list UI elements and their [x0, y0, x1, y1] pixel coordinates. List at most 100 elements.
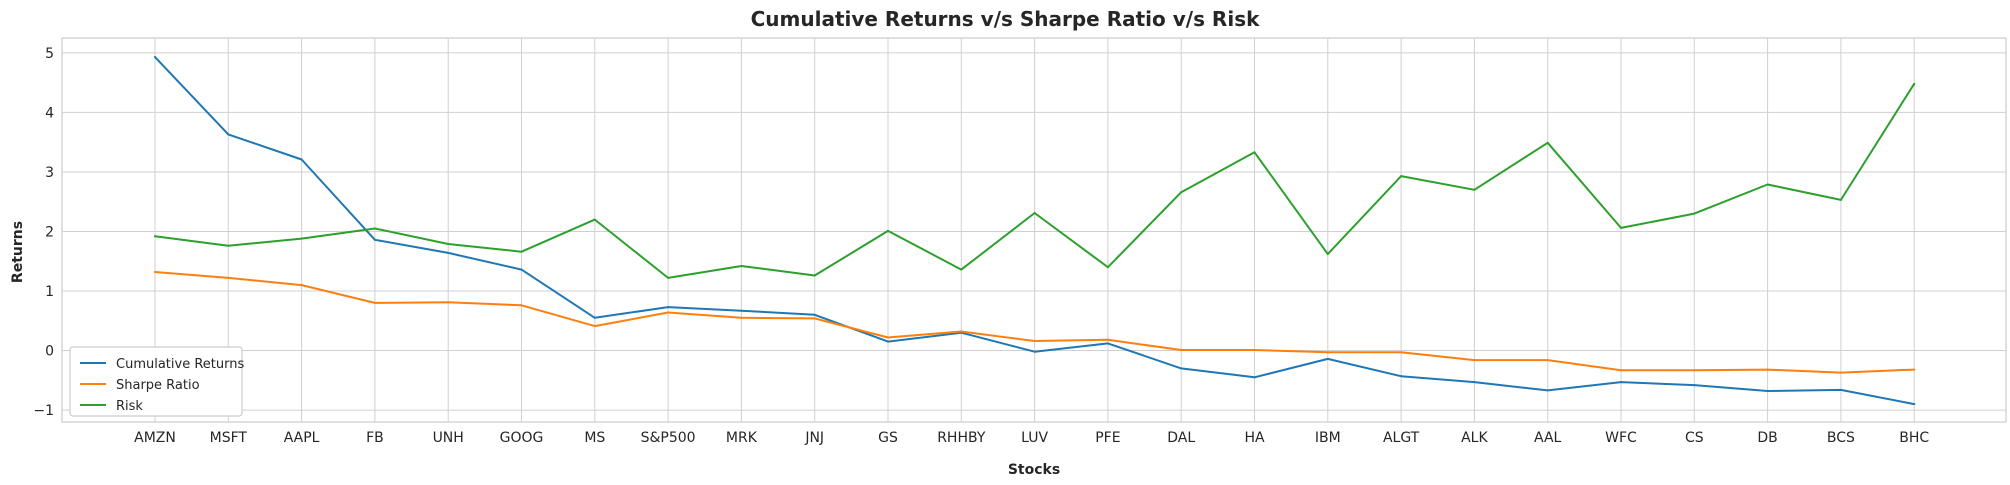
data-point: [1693, 212, 1696, 215]
x-axis-label: Stocks: [1008, 462, 1060, 478]
data-point: [1180, 348, 1183, 351]
data-point: [447, 301, 450, 304]
x-tick-label: JNJ: [804, 430, 824, 446]
data-point: [1546, 359, 1549, 362]
data-point: [1033, 212, 1036, 215]
x-tick-label: MRK: [726, 430, 758, 446]
data-point: [227, 276, 230, 279]
data-point: [1033, 350, 1036, 353]
data-point: [1473, 188, 1476, 191]
y-tick-label: 2: [45, 224, 54, 240]
legend-item: Cumulative Returns: [80, 357, 244, 372]
x-tick-label: AAL: [1534, 430, 1562, 446]
data-point: [520, 250, 523, 253]
data-point: [227, 133, 230, 136]
data-point: [960, 330, 963, 333]
x-tick-label: GOOG: [500, 430, 544, 446]
data-point: [667, 276, 670, 279]
data-point: [1620, 226, 1622, 229]
y-tick-label: 5: [45, 46, 54, 62]
data-point: [1253, 348, 1256, 351]
data-point: [1766, 183, 1769, 186]
data-point: [1033, 340, 1036, 343]
y-tick-labels: −1 0 1 2 3 4 5: [33, 46, 54, 419]
data-point: [1766, 390, 1769, 393]
data-point: [520, 304, 523, 307]
grid: [62, 38, 2006, 422]
data-point: [887, 336, 889, 339]
data-point: [1620, 381, 1622, 384]
data-point: [740, 316, 743, 319]
data-point: [447, 251, 450, 254]
legend-item: Sharpe Ratio: [80, 378, 200, 393]
data-point: [1400, 351, 1403, 354]
data-point: [1106, 338, 1109, 341]
legend: Cumulative Returns Sharpe Ratio Risk: [69, 346, 244, 417]
x-tick-label: AAPL: [284, 430, 320, 446]
data-point: [1473, 381, 1476, 384]
data-point: [593, 325, 596, 328]
x-tick-label: AMZN: [134, 430, 176, 446]
data-point: [667, 306, 670, 309]
chart-title: Cumulative Returns v/s Sharpe Ratio v/s …: [751, 7, 1260, 31]
data-point: [373, 301, 376, 304]
data-point: [740, 265, 743, 268]
x-tick-label: ALK: [1461, 430, 1488, 446]
data-point: [887, 340, 889, 343]
data-point: [1253, 376, 1256, 379]
data-point: [1106, 266, 1109, 269]
x-tick-label: UNH: [433, 430, 464, 446]
x-tick-label: ALGT: [1383, 430, 1420, 446]
data-point: [813, 317, 816, 320]
data-point: [1839, 388, 1842, 391]
data-point: [154, 56, 156, 59]
data-point: [1546, 141, 1549, 144]
data-point: [1180, 191, 1183, 194]
data-point: [1913, 82, 1916, 85]
legend-label: Risk: [116, 399, 143, 414]
series-cumulative-returns: [154, 56, 1916, 406]
data-point: [300, 284, 303, 287]
legend-item: Risk: [80, 399, 143, 414]
data-point: [1693, 369, 1696, 372]
data-point: [300, 237, 303, 240]
y-tick-label: 4: [45, 105, 54, 121]
data-point: [1839, 371, 1842, 374]
y-tick-label: −1: [33, 403, 54, 419]
data-point: [1180, 367, 1183, 370]
series-layer: [154, 56, 1916, 406]
x-tick-label: PFE: [1095, 430, 1120, 446]
x-tick-label: BHC: [1899, 430, 1929, 446]
data-point: [1326, 253, 1329, 256]
data-point: [520, 268, 523, 271]
x-tick-label: WFC: [1605, 430, 1637, 446]
data-point: [1766, 368, 1769, 371]
data-point: [373, 227, 376, 230]
data-point: [960, 268, 963, 271]
x-tick-label: DB: [1757, 430, 1777, 446]
y-axis-label: Returns: [10, 221, 26, 283]
x-tick-label: IBM: [1315, 430, 1341, 446]
data-point: [887, 229, 889, 232]
x-tick-label: GS: [878, 430, 898, 446]
data-point: [154, 235, 156, 238]
x-tick-label: HA: [1244, 430, 1265, 446]
data-point: [740, 309, 743, 312]
data-point: [1473, 359, 1476, 362]
x-tick-label: DAL: [1167, 430, 1195, 446]
data-point: [813, 274, 816, 277]
data-point: [1400, 375, 1403, 378]
data-point: [227, 244, 230, 247]
data-point: [1546, 389, 1549, 392]
x-tick-label: FB: [366, 430, 384, 446]
series-sharpe-ratio: [154, 270, 1916, 374]
data-point: [1620, 369, 1622, 372]
data-point: [1913, 403, 1916, 406]
x-tick-label: LUV: [1021, 430, 1048, 446]
data-point: [373, 238, 376, 241]
data-point: [1106, 342, 1109, 345]
x-tick-label: BCS: [1827, 430, 1855, 446]
x-tick-label: MSFT: [210, 430, 248, 446]
data-point: [1326, 357, 1329, 360]
series-risk: [154, 82, 1916, 279]
